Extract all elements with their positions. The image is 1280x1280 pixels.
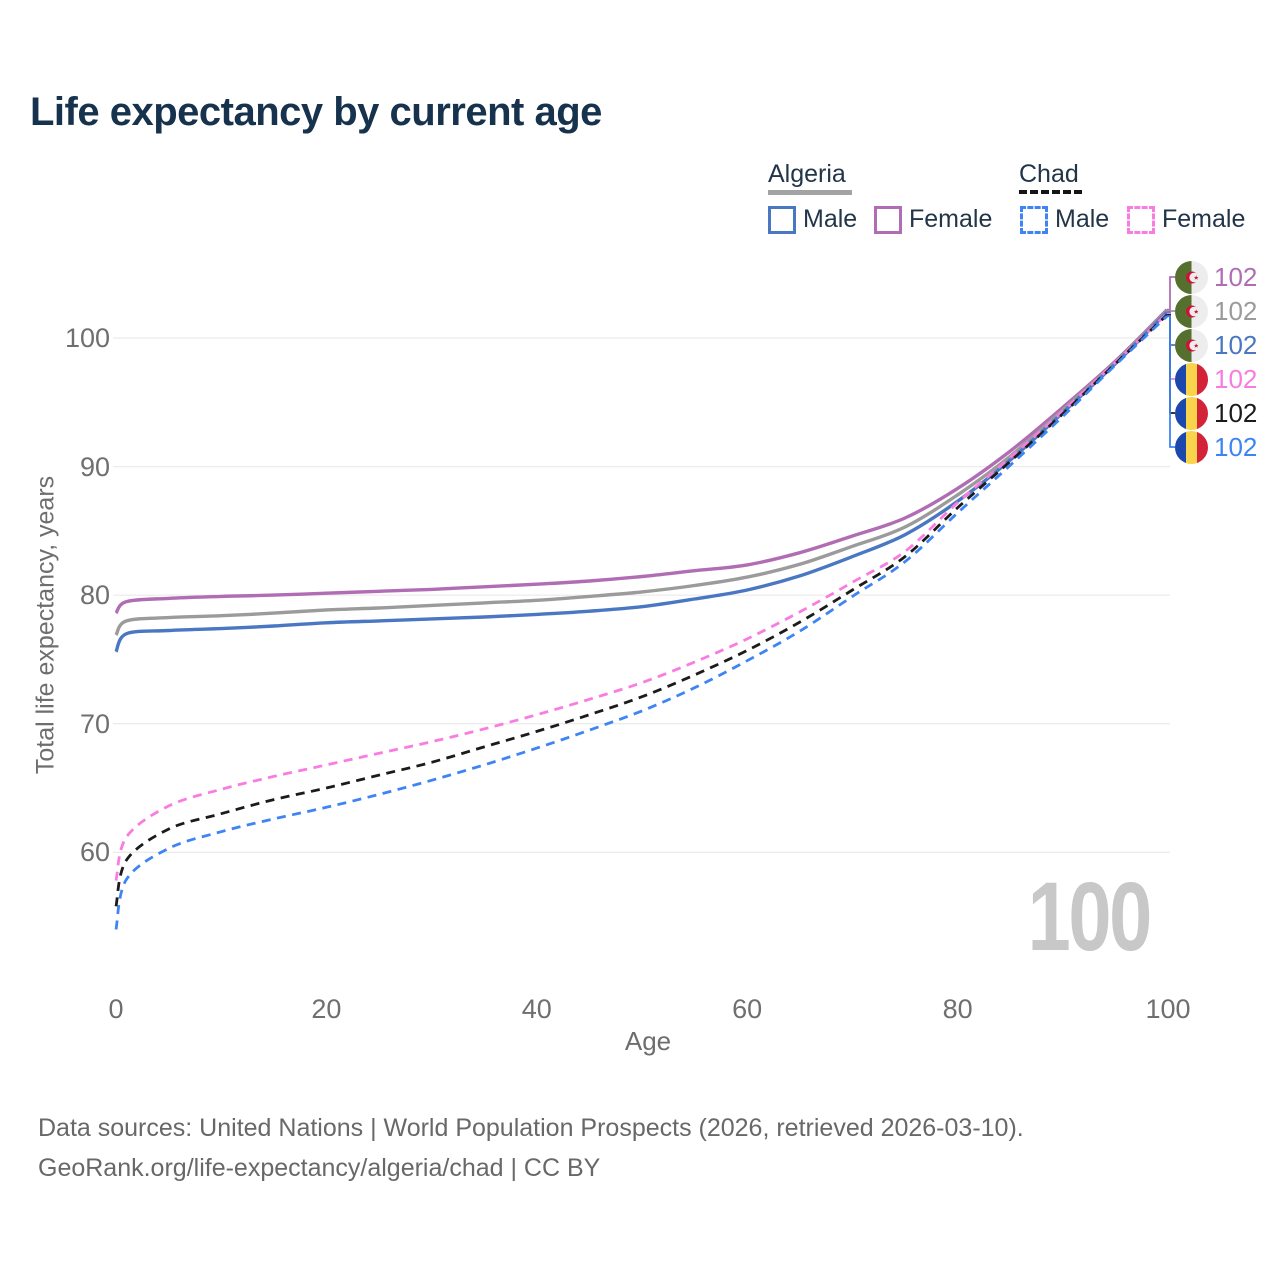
chad-male-swatch-icon bbox=[1020, 205, 1048, 234]
x-tick-label: 60 bbox=[732, 994, 763, 1024]
legend-group-chad: Chad bbox=[1019, 160, 1079, 188]
chad-female-swatch-icon bbox=[1127, 205, 1155, 234]
y-tick-label: 100 bbox=[64, 323, 110, 353]
legend-item-chad-male[interactable]: Male bbox=[1020, 205, 1109, 234]
data-sources-line: Data sources: United Nations | World Pop… bbox=[38, 1114, 1024, 1142]
x-tick-label: 100 bbox=[1145, 994, 1191, 1024]
x-tick-label: 80 bbox=[942, 994, 973, 1024]
algeria-flag-icon bbox=[1175, 328, 1208, 362]
end-label-row-chad-male: 102 bbox=[1175, 430, 1257, 464]
chad-flag-icon bbox=[1175, 430, 1208, 464]
legend-item-algeria-female[interactable]: Female bbox=[874, 205, 992, 234]
legend-item-label: Male bbox=[803, 205, 858, 233]
series-line-chad-male[interactable] bbox=[114, 315, 1168, 930]
end-label-row-algeria-both: 102 bbox=[1175, 294, 1257, 328]
end-value-label: 102 bbox=[1214, 330, 1258, 360]
end-label-leader-chad-both bbox=[1167, 314, 1175, 414]
series-line-algeria-both[interactable] bbox=[114, 309, 1169, 637]
chad-flag-icon bbox=[1175, 362, 1208, 396]
end-label-leader-chad-male bbox=[1167, 315, 1175, 448]
end-label-leader-algeria-female bbox=[1167, 276, 1175, 311]
legend-item-label: Male bbox=[1055, 205, 1110, 233]
algeria-male-swatch-icon bbox=[768, 205, 796, 234]
legend-item-label: Female bbox=[909, 205, 993, 233]
y-tick-label: 80 bbox=[79, 580, 110, 611]
series-line-algeria-female[interactable] bbox=[114, 308, 1169, 615]
x-tick-label: 0 bbox=[108, 994, 124, 1024]
series-line-algeria-male[interactable] bbox=[114, 311, 1169, 653]
legend-algeria-line-sample bbox=[768, 190, 852, 195]
end-label-row-chad-both: 102 bbox=[1175, 396, 1257, 430]
legend-group-algeria: Algeria bbox=[768, 160, 846, 188]
end-label-row-chad-female: 102 bbox=[1175, 362, 1257, 396]
algeria-female-swatch-icon bbox=[874, 205, 902, 234]
end-label-row-algeria-female: 102 bbox=[1175, 260, 1257, 294]
legend-item-chad-female[interactable]: Female bbox=[1127, 205, 1245, 234]
end-value-label: 102 bbox=[1214, 262, 1258, 292]
footer: Data sources: United Nations | World Pop… bbox=[38, 1108, 1024, 1188]
current-age-watermark: 100 bbox=[1027, 862, 1153, 971]
chart-title: Life expectancy by current age bbox=[30, 90, 602, 134]
y-tick-label: 70 bbox=[79, 708, 110, 739]
series-line-chad-both[interactable] bbox=[114, 313, 1168, 907]
end-label-leader-algeria-male bbox=[1167, 311, 1175, 346]
end-value-label: 102 bbox=[1214, 296, 1258, 326]
end-value-label: 102 bbox=[1214, 364, 1258, 394]
series-line-chad-female[interactable] bbox=[114, 312, 1168, 881]
end-value-label: 102 bbox=[1214, 432, 1258, 462]
legend-item-algeria-male[interactable]: Male bbox=[768, 205, 857, 234]
attribution-line: GeoRank.org/life-expectancy/algeria/chad… bbox=[38, 1154, 601, 1182]
end-label-leader-chad-female bbox=[1167, 312, 1175, 380]
x-axis-title: Age bbox=[624, 1026, 672, 1056]
end-value-label: 102 bbox=[1214, 398, 1258, 428]
y-tick-label: 60 bbox=[79, 837, 110, 868]
chad-flag-icon bbox=[1175, 396, 1208, 430]
x-tick-label: 40 bbox=[521, 994, 552, 1024]
algeria-flag-icon bbox=[1175, 260, 1208, 294]
legend-chad-line-sample bbox=[1019, 190, 1082, 194]
end-label-row-algeria-male: 102 bbox=[1175, 328, 1257, 362]
algeria-flag-icon bbox=[1175, 294, 1208, 328]
y-tick-label: 90 bbox=[79, 451, 110, 482]
legend-item-label: Female bbox=[1162, 205, 1246, 233]
x-tick-label: 20 bbox=[311, 994, 342, 1024]
